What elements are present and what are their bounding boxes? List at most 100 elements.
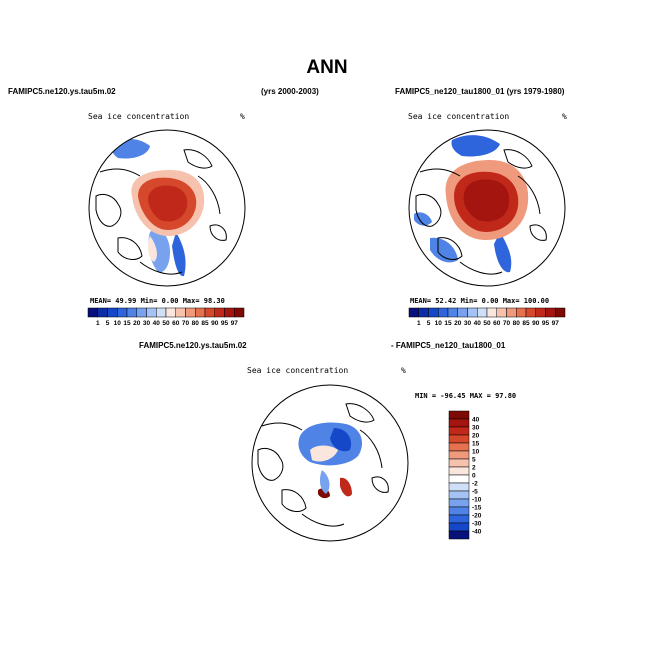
right-colorbar: 1 5 10 15 20 30 40 50 60 70 80 85 90 95 97 <box>408 307 566 327</box>
right-coast-land <box>415 149 547 260</box>
right-colorbar-swatch-1 <box>418 307 429 318</box>
diff-colorbar-tick-1: 30 <box>472 424 480 431</box>
left-colorbar-swatch-1 <box>97 307 108 318</box>
left-colorbar-swatch-10 <box>185 307 196 318</box>
diff-colorbar-tick-3: 15 <box>472 440 480 447</box>
left-colorbar-swatch-11 <box>195 307 206 318</box>
left-panel-stats: MEAN= 49.99 Min= 0.00 Max= 98.30 <box>90 297 225 305</box>
left-polar-map <box>88 129 246 287</box>
right-colorbar-swatch-9 <box>496 307 507 318</box>
diff-colorbar-tick-6: 2 <box>472 464 476 471</box>
right-polar-map <box>408 129 566 287</box>
diff-ice-red-atlantic <box>340 477 352 497</box>
diff-ice-blue-greenland <box>319 470 330 494</box>
right-colorbar-swatch-3 <box>438 307 449 318</box>
left-ice-baffin <box>147 236 157 262</box>
left-colorbar-swatch-13 <box>214 307 225 318</box>
diff-colorbar-tick-9: -5 <box>472 488 478 495</box>
diff-coast-siberia <box>261 422 383 527</box>
diff-panel-stats: MIN = -96.45 MAX = 97.80 <box>415 392 517 400</box>
right-colorbar-swatch-0 <box>408 307 419 318</box>
diff-polar-map <box>251 384 409 542</box>
right-panel-title: Sea ice concentration <box>408 112 510 121</box>
diff-colorbar-swatch-12 <box>448 506 470 516</box>
left-colorbar-tick-13: 95 <box>221 320 229 327</box>
left-colorbar-swatch-15 <box>234 307 245 318</box>
right-colorbar-tick-6: 40 <box>474 320 482 327</box>
right-colorbar-swatch-8 <box>486 307 497 318</box>
bottom-case-b-label: - FAMIPC5_ne120_tau1800_01 <box>391 341 506 350</box>
left-colorbar-swatch-3 <box>117 307 128 318</box>
diff-colorbar-swatch-14 <box>448 522 470 532</box>
right-colorbar-swatch-15 <box>555 307 566 318</box>
left-colorbar-tick-4: 20 <box>133 320 141 327</box>
right-colorbar-swatch-7 <box>477 307 488 318</box>
right-ice-atlantic-blue <box>430 237 458 263</box>
right-coast-siberia <box>419 168 541 275</box>
left-panel-units: % <box>240 112 245 121</box>
right-panel-stats: MEAN= 52.42 Min= 0.00 Max= 100.00 <box>410 297 550 305</box>
bottom-case-a-label: FAMIPC5.ne120.ys.tau5m.02 <box>139 341 247 350</box>
diff-colorbar-swatch-3 <box>448 434 470 444</box>
diff-colorbar-tick-5: 5 <box>472 456 476 463</box>
left-colorbar-swatch-0 <box>87 307 98 318</box>
right-colorbar-tick-2: 10 <box>435 320 443 327</box>
left-colorbar-tick-5: 30 <box>143 320 151 327</box>
diff-colorbar-tick-10: -10 <box>472 496 482 503</box>
left-colorbar-tick-11: 85 <box>201 320 209 327</box>
diff-colorbar-swatch-5 <box>448 450 470 460</box>
left-colorbar-tick-1: 5 <box>106 320 110 327</box>
top-left-case-label: FAMIPC5.ne120.ys.tau5m.02 <box>8 87 116 96</box>
diff-colorbar-tick-7: 0 <box>472 472 476 479</box>
left-ice-greenland-fringe <box>172 232 186 277</box>
left-colorbar-tick-8: 60 <box>172 320 180 327</box>
right-colorbar-swatch-6 <box>467 307 478 318</box>
diff-colorbar-swatch-0 <box>448 410 470 420</box>
top-right-case-label: FAMIPC5_ne120_tau1800_01 (yrs 1979-1980) <box>395 87 565 96</box>
diff-colorbar-tick-2: 20 <box>472 432 480 439</box>
right-colorbar-tick-7: 50 <box>483 320 491 327</box>
left-colorbar-swatch-9 <box>175 307 186 318</box>
left-coast-siberia <box>99 168 221 275</box>
left-colorbar-swatch-4 <box>126 307 137 318</box>
left-colorbar-tick-10: 80 <box>192 320 200 327</box>
left-colorbar-tick-9: 70 <box>182 320 190 327</box>
diff-panel-title: Sea ice concentration <box>247 366 349 375</box>
diff-colorbar-swatch-9 <box>448 482 470 492</box>
right-colorbar-tick-1: 5 <box>427 320 431 327</box>
right-colorbar-tick-14: 97 <box>552 320 560 327</box>
diff-coast-land <box>257 403 389 512</box>
right-colorbar-tick-4: 20 <box>454 320 462 327</box>
diff-colorbar-tick-11: -15 <box>472 504 482 511</box>
diff-panel-units: % <box>401 366 406 375</box>
right-colorbar-tick-5: 30 <box>464 320 472 327</box>
diff-ice-blue-belt <box>298 422 362 466</box>
diff-colorbar-tick-4: 10 <box>472 448 480 455</box>
right-ice-west-blue <box>414 212 432 226</box>
left-coast-land <box>95 149 227 260</box>
diff-colorbar-tick-14: -40 <box>472 528 482 535</box>
left-colorbar-tick-0: 1 <box>96 320 100 327</box>
left-colorbar-tick-3: 15 <box>123 320 131 327</box>
diff-colorbar-swatch-7 <box>448 466 470 476</box>
right-colorbar-swatch-2 <box>428 307 439 318</box>
right-colorbar-tick-12: 90 <box>532 320 540 327</box>
left-colorbar-tick-6: 40 <box>153 320 161 327</box>
diff-ice-neutral <box>310 445 338 462</box>
right-colorbar-tick-10: 80 <box>513 320 521 327</box>
left-colorbar-swatch-7 <box>156 307 167 318</box>
right-colorbar-swatch-10 <box>506 307 517 318</box>
right-colorbar-swatch-4 <box>447 307 458 318</box>
left-colorbar: 1 5 10 15 20 30 40 50 60 70 80 85 90 95 97 <box>87 307 245 327</box>
right-colorbar-swatch-14 <box>545 307 556 318</box>
right-panel-units: % <box>562 112 567 121</box>
right-colorbar-swatch-5 <box>457 307 468 318</box>
top-left-years-label: (yrs 2000-2003) <box>261 87 319 96</box>
diff-colorbar-swatch-13 <box>448 514 470 524</box>
left-colorbar-swatch-12 <box>204 307 215 318</box>
diff-colorbar-tick-8: -2 <box>472 480 478 487</box>
left-colorbar-swatch-6 <box>146 307 157 318</box>
diff-colorbar-tick-13: -30 <box>472 520 482 527</box>
